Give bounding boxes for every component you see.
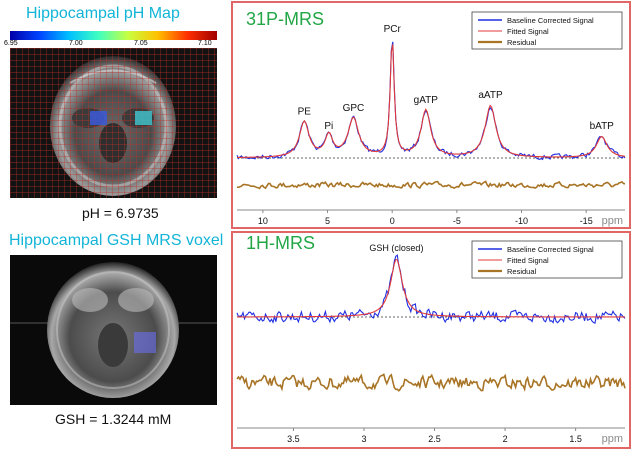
right-hippocampus-voxel	[135, 111, 152, 125]
peak-label-0: PE	[298, 107, 312, 118]
x-tick-label-0: 10	[258, 216, 268, 226]
p31-mrs-chart: PE Pi GPC PCr gATP aATP bATP 10 5 0 -5 -10 -15 ppm Bas…	[236, 11, 626, 227]
peak-label-1: Pi	[324, 121, 333, 132]
peak-label-6: bATP	[590, 121, 615, 132]
peak-label-5: aATP	[478, 90, 503, 101]
fit-line	[237, 258, 625, 318]
legend-label-2: Residual	[507, 267, 537, 276]
residual-line	[236, 373, 626, 392]
x-tick-label-4: -10	[515, 216, 528, 226]
legend-label-0: Baseline Corrected Signal	[507, 245, 594, 254]
x-tick-label-3: 2	[503, 434, 508, 444]
residual-line	[236, 180, 626, 190]
gsh-voxel-brain-image	[10, 255, 217, 405]
x-tick-label-5: -15	[580, 216, 593, 226]
h1-mrs-chart: GSH (closed) 3.5 3 2.5 2 1.5 ppm Baseline Corre…	[236, 240, 626, 445]
legend-label-2: Residual	[507, 38, 537, 47]
x-tick-label-1: 5	[325, 216, 330, 226]
peak-label-2: GPC	[343, 103, 365, 114]
x-tick-label-2: 0	[390, 216, 395, 226]
legend-label-1: Fitted Signal	[507, 27, 549, 36]
p31-mrs-title: 31P-MRS	[246, 9, 325, 29]
gsh-result: GSH = 1.3244 mM	[55, 411, 172, 427]
fit-line	[236, 44, 626, 159]
x-axis-label: ppm	[602, 215, 623, 227]
peak-label-3: PCr	[384, 24, 402, 35]
h1-mrs-title: 1H-MRS	[246, 233, 316, 253]
x-tick-label-1: 3	[361, 434, 366, 444]
ph-colorbar	[10, 31, 217, 40]
ph-map-title: Hippocampal pH Map	[26, 5, 180, 22]
colorbar-tick-1: 7.00	[69, 40, 83, 47]
left-hippocampus-voxel	[90, 111, 107, 125]
x-axis-label: ppm	[602, 433, 623, 445]
gsh-voxel-title: Hippocampal GSH MRS voxel	[9, 232, 224, 249]
colorbar-tick-0: 6.95	[4, 40, 18, 47]
signal-line	[236, 254, 626, 324]
peak-label-4: gATP	[414, 95, 439, 106]
ph-map-brain-image	[10, 48, 217, 198]
peak-label-0: GSH (closed)	[369, 243, 423, 253]
x-tick-label-2: 2.5	[428, 434, 441, 444]
gsh-voxel	[134, 332, 156, 353]
x-tick-label-4: 1.5	[569, 434, 582, 444]
p31-mrs-panel: 31P-MRS PE Pi GPC PCr gATP aATP bATP 10 5 0 -5 -10 -…	[231, 1, 631, 229]
ph-result: pH = 6.9735	[82, 205, 159, 221]
legend-label-1: Fitted Signal	[507, 256, 549, 265]
x-tick-label-3: -5	[453, 216, 461, 226]
h1-mrs-panel: 1H-MRS GSH (closed) 3.5 3 2.5 2 1.5 ppm Baselin…	[231, 231, 631, 449]
legend-label-0: Baseline Corrected Signal	[507, 16, 594, 25]
colorbar-tick-3: 7.10	[198, 40, 212, 47]
x-tick-label-0: 3.5	[287, 434, 300, 444]
colorbar-tick-2: 7.05	[134, 40, 148, 47]
